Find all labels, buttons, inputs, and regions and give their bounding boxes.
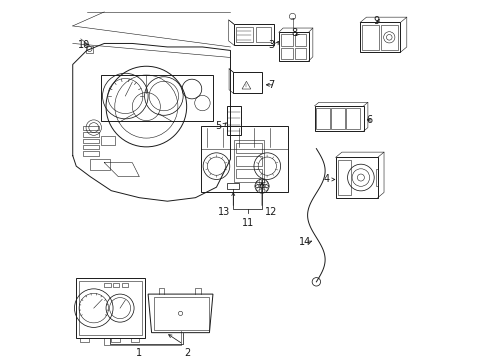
Bar	[154, 297, 208, 330]
Text: 7: 7	[267, 80, 274, 90]
Bar	[101, 136, 115, 145]
Text: 8: 8	[291, 28, 297, 38]
Bar	[233, 140, 263, 182]
Bar	[278, 32, 308, 61]
Bar	[101, 75, 212, 121]
Text: 11: 11	[241, 218, 253, 228]
Bar	[226, 105, 241, 135]
Bar	[83, 139, 99, 143]
Bar	[111, 338, 120, 342]
Bar	[362, 25, 378, 50]
Bar	[294, 34, 305, 46]
Bar	[130, 338, 139, 342]
Bar	[330, 108, 345, 129]
Bar	[76, 278, 144, 338]
Bar	[90, 159, 109, 170]
Bar	[235, 168, 262, 179]
Bar	[200, 126, 288, 193]
Bar	[280, 34, 292, 46]
Bar	[83, 152, 99, 156]
Bar	[83, 145, 99, 149]
Text: 5: 5	[215, 121, 221, 131]
Text: 2: 2	[184, 348, 190, 358]
Bar	[233, 24, 274, 45]
Bar	[346, 108, 360, 129]
Bar	[335, 157, 377, 198]
Bar	[83, 126, 99, 130]
Bar	[360, 22, 400, 52]
Text: 12: 12	[264, 207, 276, 217]
Bar	[314, 106, 363, 131]
Bar	[235, 27, 252, 42]
Text: 3: 3	[268, 40, 274, 50]
Text: 4: 4	[323, 175, 329, 184]
Text: 9: 9	[372, 16, 378, 26]
Text: 13: 13	[218, 207, 230, 217]
Bar	[294, 48, 305, 59]
Text: 6: 6	[366, 115, 371, 125]
Bar	[86, 46, 93, 53]
Bar	[233, 72, 262, 93]
Text: 1: 1	[136, 348, 142, 358]
Bar	[381, 25, 397, 50]
Bar	[235, 143, 262, 153]
Bar	[280, 48, 292, 59]
Text: 10: 10	[78, 40, 90, 50]
Bar	[80, 338, 88, 342]
Bar	[226, 183, 239, 189]
Bar	[79, 281, 142, 335]
Bar	[255, 27, 271, 42]
Bar	[83, 132, 99, 137]
Bar	[337, 160, 350, 195]
Bar	[104, 283, 110, 287]
Bar	[235, 156, 262, 166]
Bar	[113, 283, 119, 287]
Text: 14: 14	[298, 237, 310, 247]
Bar	[375, 170, 377, 186]
Bar	[122, 283, 128, 287]
Bar	[315, 108, 329, 129]
